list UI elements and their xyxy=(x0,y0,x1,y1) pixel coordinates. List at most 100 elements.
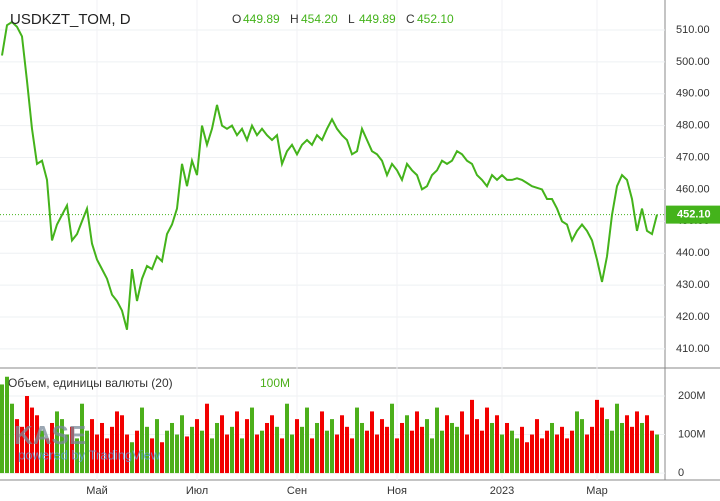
volume-bar xyxy=(90,419,94,474)
volume-bar xyxy=(450,422,454,474)
volume-bar xyxy=(470,399,474,474)
volume-bar xyxy=(270,415,274,474)
volume-bar xyxy=(75,438,79,474)
watermark-text: powered by TradingView xyxy=(18,447,161,462)
volume-bar xyxy=(230,426,234,474)
volume-bar xyxy=(550,422,554,474)
volume-bar xyxy=(625,415,629,474)
ohlc-value: 449.89 xyxy=(243,12,280,26)
last-price-box xyxy=(666,205,720,224)
volume-bar xyxy=(200,430,204,474)
volume-bar xyxy=(605,419,609,474)
last-price-label: 452.10 xyxy=(677,209,711,221)
volume-bar xyxy=(35,415,39,474)
volume-bar xyxy=(420,426,424,474)
volume-legend: Объем, единицы валюты (20) xyxy=(8,376,173,390)
volume-bar xyxy=(595,399,599,474)
volume-bar xyxy=(395,438,399,474)
x-tick-label: Мар xyxy=(586,485,608,497)
y-tick-label: 430.00 xyxy=(676,279,710,291)
ohlc-key: H xyxy=(290,12,299,26)
volume-bar xyxy=(540,438,544,474)
volume-bar xyxy=(305,407,309,474)
volume-bar xyxy=(525,442,529,474)
x-tick-label: Сен xyxy=(287,485,307,497)
volume-bar xyxy=(330,419,334,474)
volume-bar xyxy=(205,403,209,474)
ohlc-key: O xyxy=(232,12,241,26)
volume-bar xyxy=(320,411,324,474)
volume-bar xyxy=(255,434,259,474)
y-tick-label: 460.00 xyxy=(676,183,710,195)
volume-tick-label: 0 xyxy=(678,467,684,479)
volume-bar xyxy=(585,434,589,474)
ohlc-value: 449.89 xyxy=(359,12,396,26)
volume-bar xyxy=(370,411,374,474)
volume-bar xyxy=(530,434,534,474)
volume-tick-label: 100M xyxy=(678,428,706,440)
volume-bar xyxy=(30,407,34,474)
price-pane: 452.10 xyxy=(0,20,720,330)
volume-tick-label: 200M xyxy=(678,390,706,402)
volume-bar xyxy=(560,426,564,474)
volume-bar xyxy=(265,422,269,474)
volume-bar xyxy=(225,434,229,474)
volume-value: 100M xyxy=(260,376,290,390)
volume-bar xyxy=(50,422,54,474)
volume-bar xyxy=(545,430,549,474)
volume-bar xyxy=(95,434,99,474)
volume-bar xyxy=(275,426,279,474)
volume-bar xyxy=(5,376,9,474)
volume-bar xyxy=(445,415,449,474)
volume-bar xyxy=(335,434,339,474)
volume-bar xyxy=(635,411,639,474)
y-tick-label: 410.00 xyxy=(676,343,710,355)
volume-bar xyxy=(535,419,539,474)
volume-bar xyxy=(70,426,74,474)
volume-bar xyxy=(390,403,394,474)
volume-bar xyxy=(130,442,134,474)
volume-bar xyxy=(480,430,484,474)
volume-bar xyxy=(210,438,214,474)
volume-bar xyxy=(375,434,379,474)
volume-bar xyxy=(490,422,494,474)
volume-bar xyxy=(145,426,149,474)
volume-bar xyxy=(135,430,139,474)
volume-bar xyxy=(195,419,199,474)
ohlc-key: L xyxy=(348,12,355,26)
volume-bar xyxy=(340,415,344,474)
volume-bar xyxy=(295,419,299,474)
volume-bar xyxy=(485,407,489,474)
volume-bar xyxy=(650,430,654,474)
price-line xyxy=(1,20,658,330)
volume-bar xyxy=(555,434,559,474)
volume-bar xyxy=(405,415,409,474)
volume-bar xyxy=(640,422,644,474)
volume-bar xyxy=(580,419,584,474)
volume-bar xyxy=(325,430,329,474)
volume-bar xyxy=(500,434,504,474)
volume-bar xyxy=(620,422,624,474)
volume-bar xyxy=(110,426,114,474)
volume-bar xyxy=(260,430,264,474)
volume-bar xyxy=(415,411,419,474)
volume-bar xyxy=(215,422,219,474)
volume-bar xyxy=(350,438,354,474)
volume-bar xyxy=(355,407,359,474)
ohlc-legend: O 449.89 H 454.20 L 449.89 C 452.10 xyxy=(232,12,454,26)
volume-bar xyxy=(245,419,249,474)
volume-bar xyxy=(10,403,14,474)
volume-bar xyxy=(160,442,164,474)
volume-bar xyxy=(65,434,69,474)
volume-bar xyxy=(250,407,254,474)
volume-bar xyxy=(0,384,4,474)
ohlc-value: 452.10 xyxy=(417,12,454,26)
volume-bar xyxy=(25,396,29,474)
volume-bar xyxy=(465,434,469,474)
volume-bar xyxy=(460,411,464,474)
volume-bar xyxy=(150,438,154,474)
y-tick-label: 490.00 xyxy=(676,88,710,100)
volume-bar xyxy=(400,422,404,474)
volume-bar xyxy=(475,419,479,474)
